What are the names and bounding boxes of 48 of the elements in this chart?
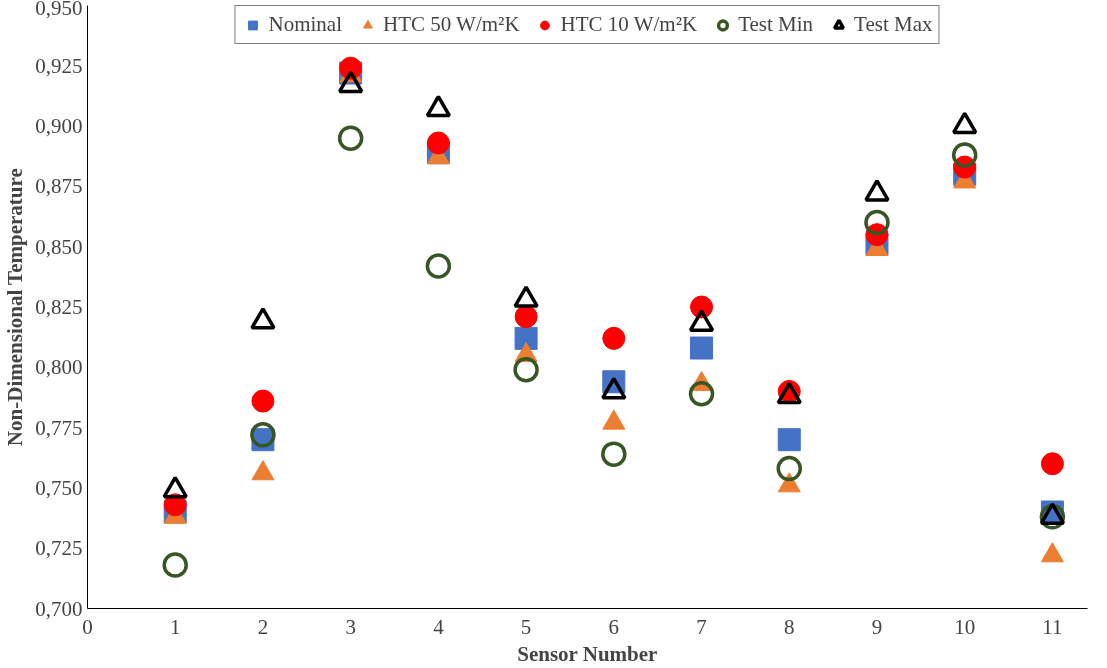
point	[250, 422, 276, 448]
y-tick-label: 0,850	[35, 234, 83, 259]
x-tick-label: 0	[82, 614, 93, 639]
x-tick-label: 8	[784, 614, 795, 639]
y-tick-label: 0,950	[35, 0, 83, 20]
point	[513, 356, 539, 383]
point	[690, 336, 714, 360]
legend-label: HTC 50 W/m²K	[382, 12, 520, 37]
x-axis-title: Sensor Number	[517, 641, 658, 666]
x-tick-label: 7	[696, 614, 707, 639]
point	[776, 455, 802, 482]
point	[514, 326, 538, 350]
y-axis-title: Non-Dimensional Temperature	[3, 168, 28, 447]
point	[514, 305, 538, 329]
x-tick-label: 9	[871, 614, 883, 639]
x-tick-label: 6	[608, 614, 620, 639]
point	[777, 428, 801, 452]
y-tick-label: 0,825	[35, 295, 83, 319]
point	[425, 253, 452, 279]
point	[251, 389, 275, 413]
y-tick-label: 0,900	[35, 114, 83, 139]
point	[864, 209, 890, 236]
y-tick-label: 0,775	[35, 415, 83, 440]
point	[426, 131, 450, 155]
y-tick-label: 0,750	[35, 475, 83, 500]
legend-label: HTC 10 W/m²K	[560, 12, 698, 37]
x-tick-label: 11	[1042, 614, 1063, 639]
x-tick-label: 1	[169, 614, 181, 639]
y-tick-label: 0,800	[35, 355, 83, 380]
y-tick-label: 0,875	[35, 174, 83, 199]
point	[951, 142, 978, 168]
x-tick-label: 2	[257, 614, 269, 639]
y-tick-label: 0,925	[35, 53, 83, 78]
legend-label: Test Max	[854, 12, 933, 37]
legend-label: Nominal	[268, 12, 342, 37]
point	[337, 125, 364, 151]
x-tick-label: 5	[520, 614, 532, 639]
x-tick-label: 4	[433, 614, 445, 639]
y-tick-label: 0,725	[35, 536, 83, 561]
y-tick-label: 0,700	[35, 596, 83, 621]
legend-label: Test Min	[738, 12, 814, 37]
x-tick-label: 3	[345, 614, 356, 639]
point	[602, 326, 626, 350]
point	[601, 441, 627, 467]
x-tick-label: 10	[954, 614, 976, 639]
point	[688, 381, 715, 407]
point	[162, 552, 188, 578]
point	[1040, 452, 1064, 476]
